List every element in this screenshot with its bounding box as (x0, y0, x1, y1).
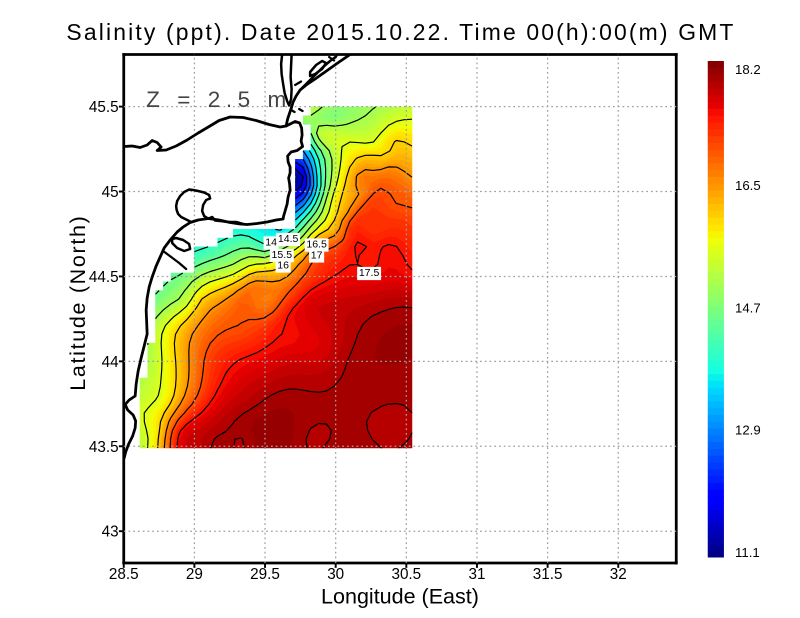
svg-text:44.5: 44.5 (89, 269, 119, 286)
svg-text:16: 16 (277, 260, 289, 272)
svg-text:31.5: 31.5 (533, 566, 563, 583)
svg-text:14.5: 14.5 (278, 233, 299, 245)
svg-text:14.7: 14.7 (735, 300, 761, 315)
svg-text:45: 45 (102, 184, 119, 201)
svg-text:17: 17 (311, 250, 323, 262)
svg-text:18.2: 18.2 (735, 62, 761, 77)
svg-text:30: 30 (327, 566, 344, 583)
svg-text:Z = 2.5 m: Z = 2.5 m (146, 87, 292, 112)
svg-text:43: 43 (102, 524, 119, 541)
svg-text:29: 29 (186, 566, 203, 583)
svg-text:14: 14 (265, 237, 277, 249)
svg-text:16.5: 16.5 (735, 178, 761, 193)
svg-text:15.5: 15.5 (272, 249, 293, 261)
svg-text:Salinity (ppt). Date 2015.10.2: Salinity (ppt). Date 2015.10.22. Time 00… (66, 19, 735, 45)
svg-text:31: 31 (468, 566, 485, 583)
svg-text:29.5: 29.5 (250, 566, 280, 583)
svg-text:12.9: 12.9 (735, 423, 761, 438)
svg-text:45.5: 45.5 (89, 99, 119, 116)
svg-text:43.5: 43.5 (89, 439, 119, 456)
svg-text:11.1: 11.1 (735, 545, 760, 560)
svg-text:32: 32 (610, 566, 627, 583)
svg-text:16.5: 16.5 (306, 239, 327, 251)
svg-text:Latitude (North): Latitude (North) (66, 215, 90, 391)
svg-text:Longitude (East): Longitude (East) (321, 585, 479, 609)
svg-text:17.5: 17.5 (359, 267, 380, 279)
svg-text:44: 44 (102, 354, 119, 371)
svg-text:30.5: 30.5 (391, 566, 421, 583)
svg-text:28.5: 28.5 (109, 566, 139, 583)
